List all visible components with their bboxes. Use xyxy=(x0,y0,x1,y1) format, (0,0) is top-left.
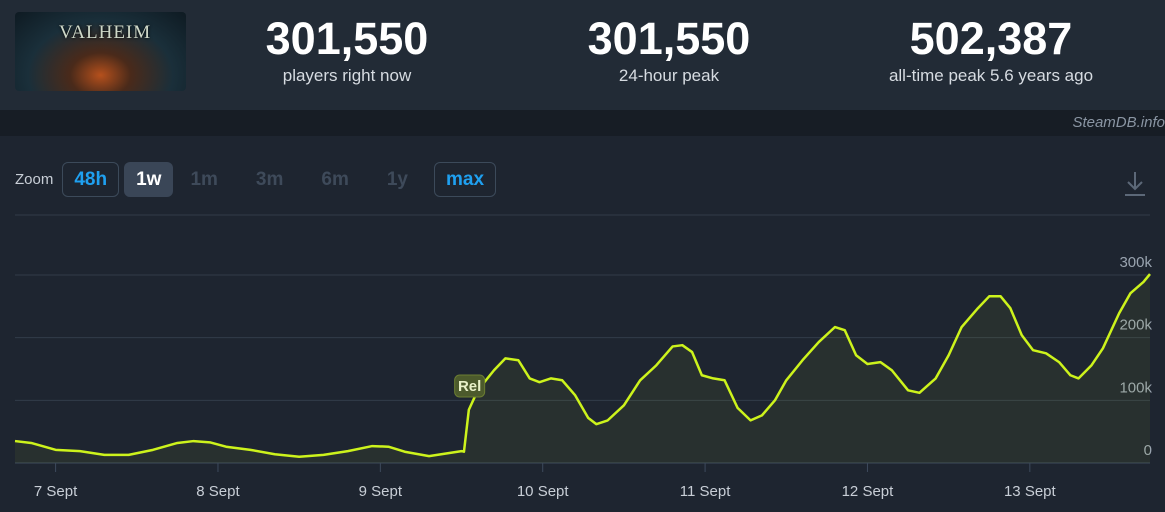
annotation: Rel xyxy=(454,374,486,398)
y-tick-label: 200k xyxy=(1119,317,1152,334)
zoom-button: 1y xyxy=(386,169,408,190)
x-tick-label: 13 Sept xyxy=(1004,483,1057,500)
zoom-button: 1m xyxy=(190,169,218,190)
y-tick-label: 0 xyxy=(1144,442,1152,459)
zoom-label: Zoom xyxy=(15,171,54,188)
x-tick-label: 7 Sept xyxy=(34,483,78,500)
y-tick-label: 300k xyxy=(1119,254,1152,271)
stat-label: players right now xyxy=(282,66,412,85)
stat-value: 301,550 xyxy=(265,13,429,64)
annotation-flag xyxy=(454,374,486,398)
logo-text: VALHEIM xyxy=(59,22,152,43)
x-tick-label: 9 Sept xyxy=(359,483,403,500)
watermark: SteamDB.info xyxy=(1072,114,1165,131)
zoom-button: 6m xyxy=(321,169,349,190)
stat-value: 502,387 xyxy=(909,13,1073,64)
zoom-bar: Zoom 48h 1w 1m 3m 6m 1y max xyxy=(15,162,501,197)
header: VALHEIM 301,550 players right now 301,550… xyxy=(0,0,1165,110)
x-tick-label: 11 Sept xyxy=(680,483,731,500)
y-tick-label: 100k xyxy=(1119,379,1152,396)
download-icon[interactable] xyxy=(1125,172,1145,196)
game-logo: VALHEIM xyxy=(15,12,186,91)
annotation-text: Rel xyxy=(458,378,481,395)
x-tick-label: 8 Sept xyxy=(196,483,240,500)
zoom-button: 3m xyxy=(255,169,284,190)
zoom-button[interactable]: 1w xyxy=(124,162,174,197)
stat: 301,550 players right now xyxy=(187,14,507,88)
band xyxy=(0,110,1165,136)
stat-label: all-time peak 5.6 years ago xyxy=(888,66,1094,85)
stat: 502,387 all-time peak 5.6 years ago xyxy=(831,14,1151,88)
zoom-button[interactable]: max xyxy=(434,162,497,197)
zoom-button[interactable]: 48h xyxy=(62,162,120,197)
line xyxy=(14,273,1151,458)
x-tick-label: 10 Sept xyxy=(517,483,570,500)
stat-value: 301,550 xyxy=(587,13,751,64)
stat-label: 24-hour peak xyxy=(618,66,720,85)
stat: 301,550 24-hour peak xyxy=(509,14,829,88)
x-tick-label: 12 Sept xyxy=(842,483,895,500)
line-area xyxy=(15,274,1150,463)
